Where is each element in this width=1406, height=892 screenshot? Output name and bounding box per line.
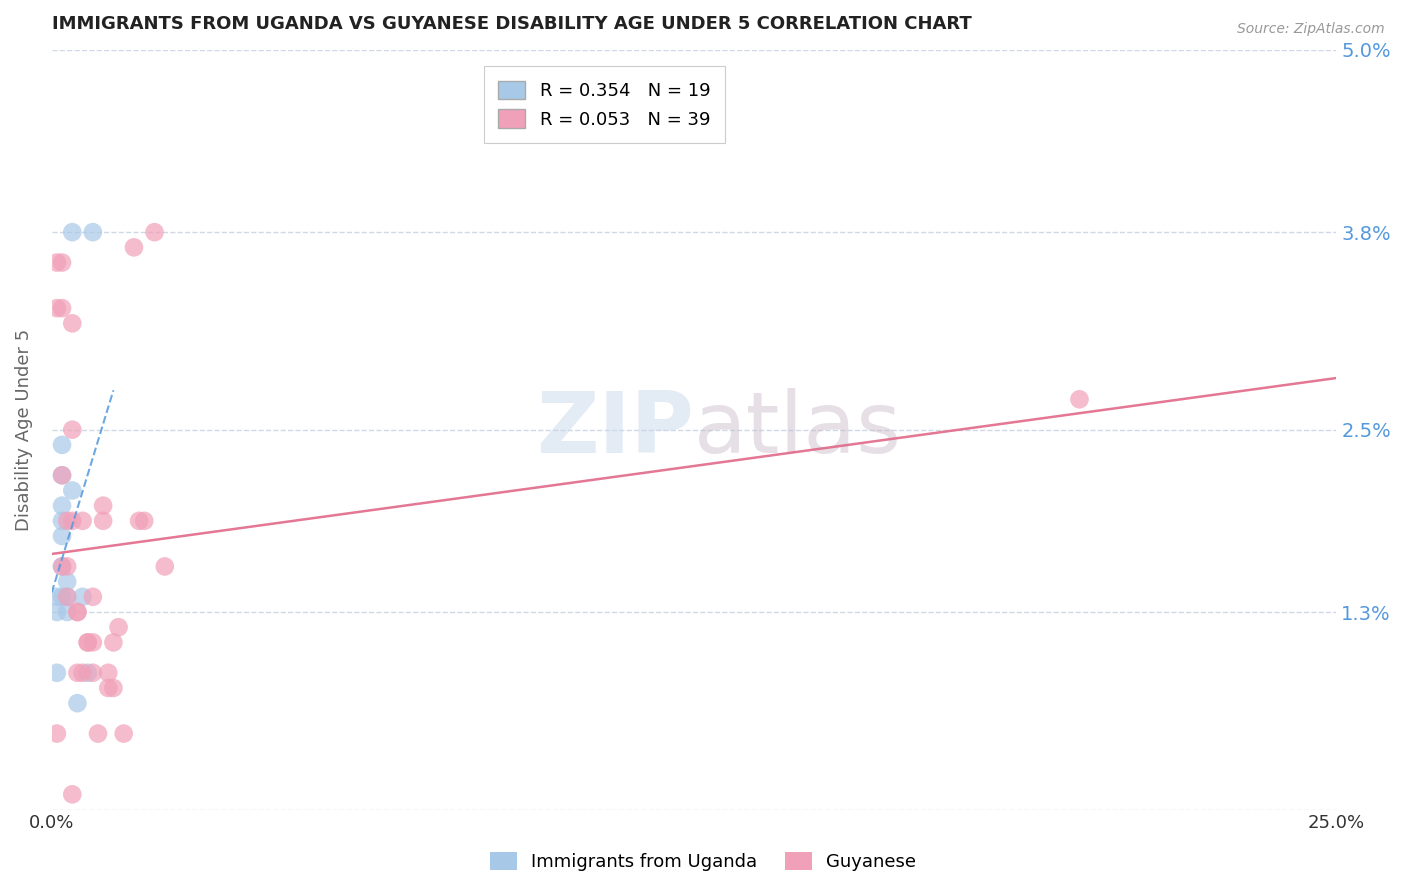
Point [60,316,83,330]
Point [134,514,156,528]
Point [60,423,83,437]
Y-axis label: Disability Age Under 5: Disability Age Under 5 [15,328,32,531]
Point [60,225,83,239]
Point [51,255,73,269]
Point [66,605,89,619]
Point [51,559,73,574]
Point [66,696,89,710]
Point [60,788,83,802]
Point [72,665,94,680]
Point [128,514,150,528]
Point [82,635,104,649]
Point [107,620,129,634]
Point [72,590,94,604]
Point [97,681,120,695]
Point [56,605,79,619]
Point [72,514,94,528]
Text: Source: ZipAtlas.com: Source: ZipAtlas.com [1237,22,1385,37]
Point [82,590,104,604]
Point [56,514,79,528]
Point [45,605,67,619]
Text: ZIP: ZIP [536,388,695,471]
Point [56,590,79,604]
Point [103,635,125,649]
Point [45,726,67,740]
Point [122,240,145,254]
Point [97,665,120,680]
Point [45,301,67,315]
Point [60,483,83,498]
Point [45,665,67,680]
Point [143,225,166,239]
Point [51,468,73,483]
Point [56,559,79,574]
Point [76,635,98,649]
Point [51,468,73,483]
Point [51,559,73,574]
Point [66,605,89,619]
Point [91,514,114,528]
Point [51,529,73,543]
Point [87,726,110,740]
Point [66,665,89,680]
Legend: Immigrants from Uganda, Guyanese: Immigrants from Uganda, Guyanese [482,845,924,879]
Point [51,301,73,315]
Point [51,499,73,513]
Point [76,665,98,680]
Point [45,255,67,269]
Point [51,590,73,604]
Point [153,559,176,574]
Point [51,438,73,452]
Point [91,499,114,513]
Text: atlas: atlas [695,388,903,471]
Text: IMMIGRANTS FROM UGANDA VS GUYANESE DISABILITY AGE UNDER 5 CORRELATION CHART: IMMIGRANTS FROM UGANDA VS GUYANESE DISAB… [52,15,972,33]
Point [56,574,79,589]
Point [82,665,104,680]
Point [112,726,135,740]
Point [56,590,79,604]
Point [82,225,104,239]
Point [45,590,67,604]
Point [103,681,125,695]
Point [76,635,98,649]
Point [51,514,73,528]
Point [1069,392,1091,407]
Legend: R = 0.354   N = 19, R = 0.053   N = 39: R = 0.354 N = 19, R = 0.053 N = 39 [484,67,724,143]
Point [60,514,83,528]
